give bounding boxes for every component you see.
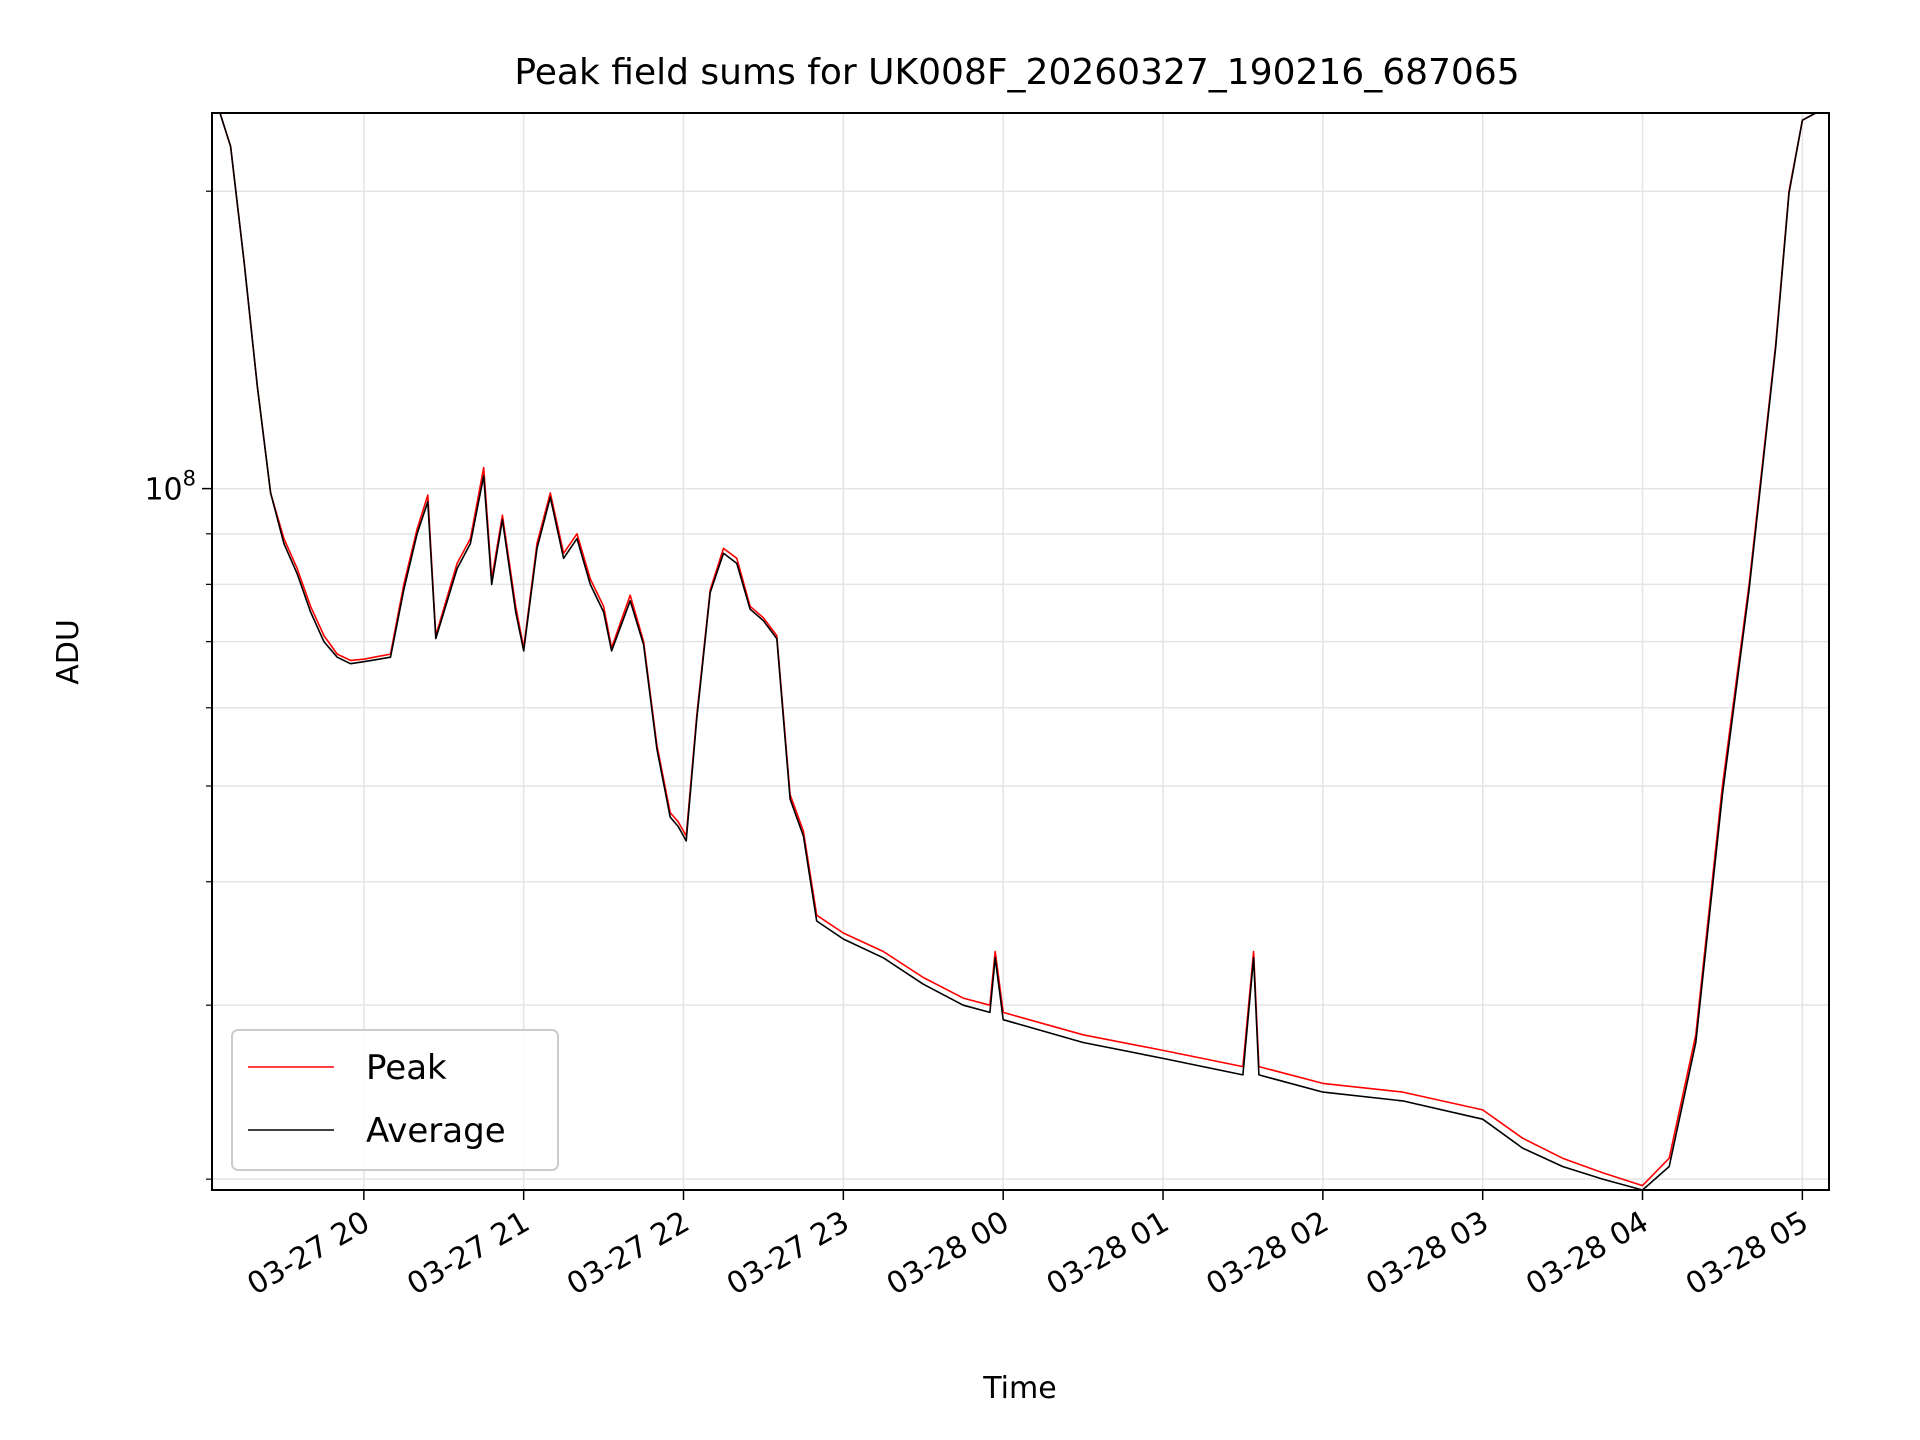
series-line-average xyxy=(219,112,1817,1191)
legend: Peak Average xyxy=(231,1029,559,1171)
legend-peak-label: Peak xyxy=(366,1048,447,1088)
plot-series xyxy=(219,112,1817,1191)
legend-average-label: Average xyxy=(366,1111,506,1151)
y-axis-ticks: 108 xyxy=(144,190,212,1180)
legend-box xyxy=(231,1029,559,1171)
y-axis-label: ADU xyxy=(51,619,86,685)
x-axis-label: Time xyxy=(982,1371,1056,1406)
chart-title: Peak field sums for UK008F_20260327_1902… xyxy=(514,52,1519,93)
grid-lines xyxy=(212,113,1829,1190)
y-tick-label: 108 xyxy=(144,467,196,508)
y-tick-label-exponent: 8 xyxy=(183,467,196,491)
plot-frame xyxy=(211,112,1830,1191)
y-tick-label-base: 10 xyxy=(144,473,182,508)
